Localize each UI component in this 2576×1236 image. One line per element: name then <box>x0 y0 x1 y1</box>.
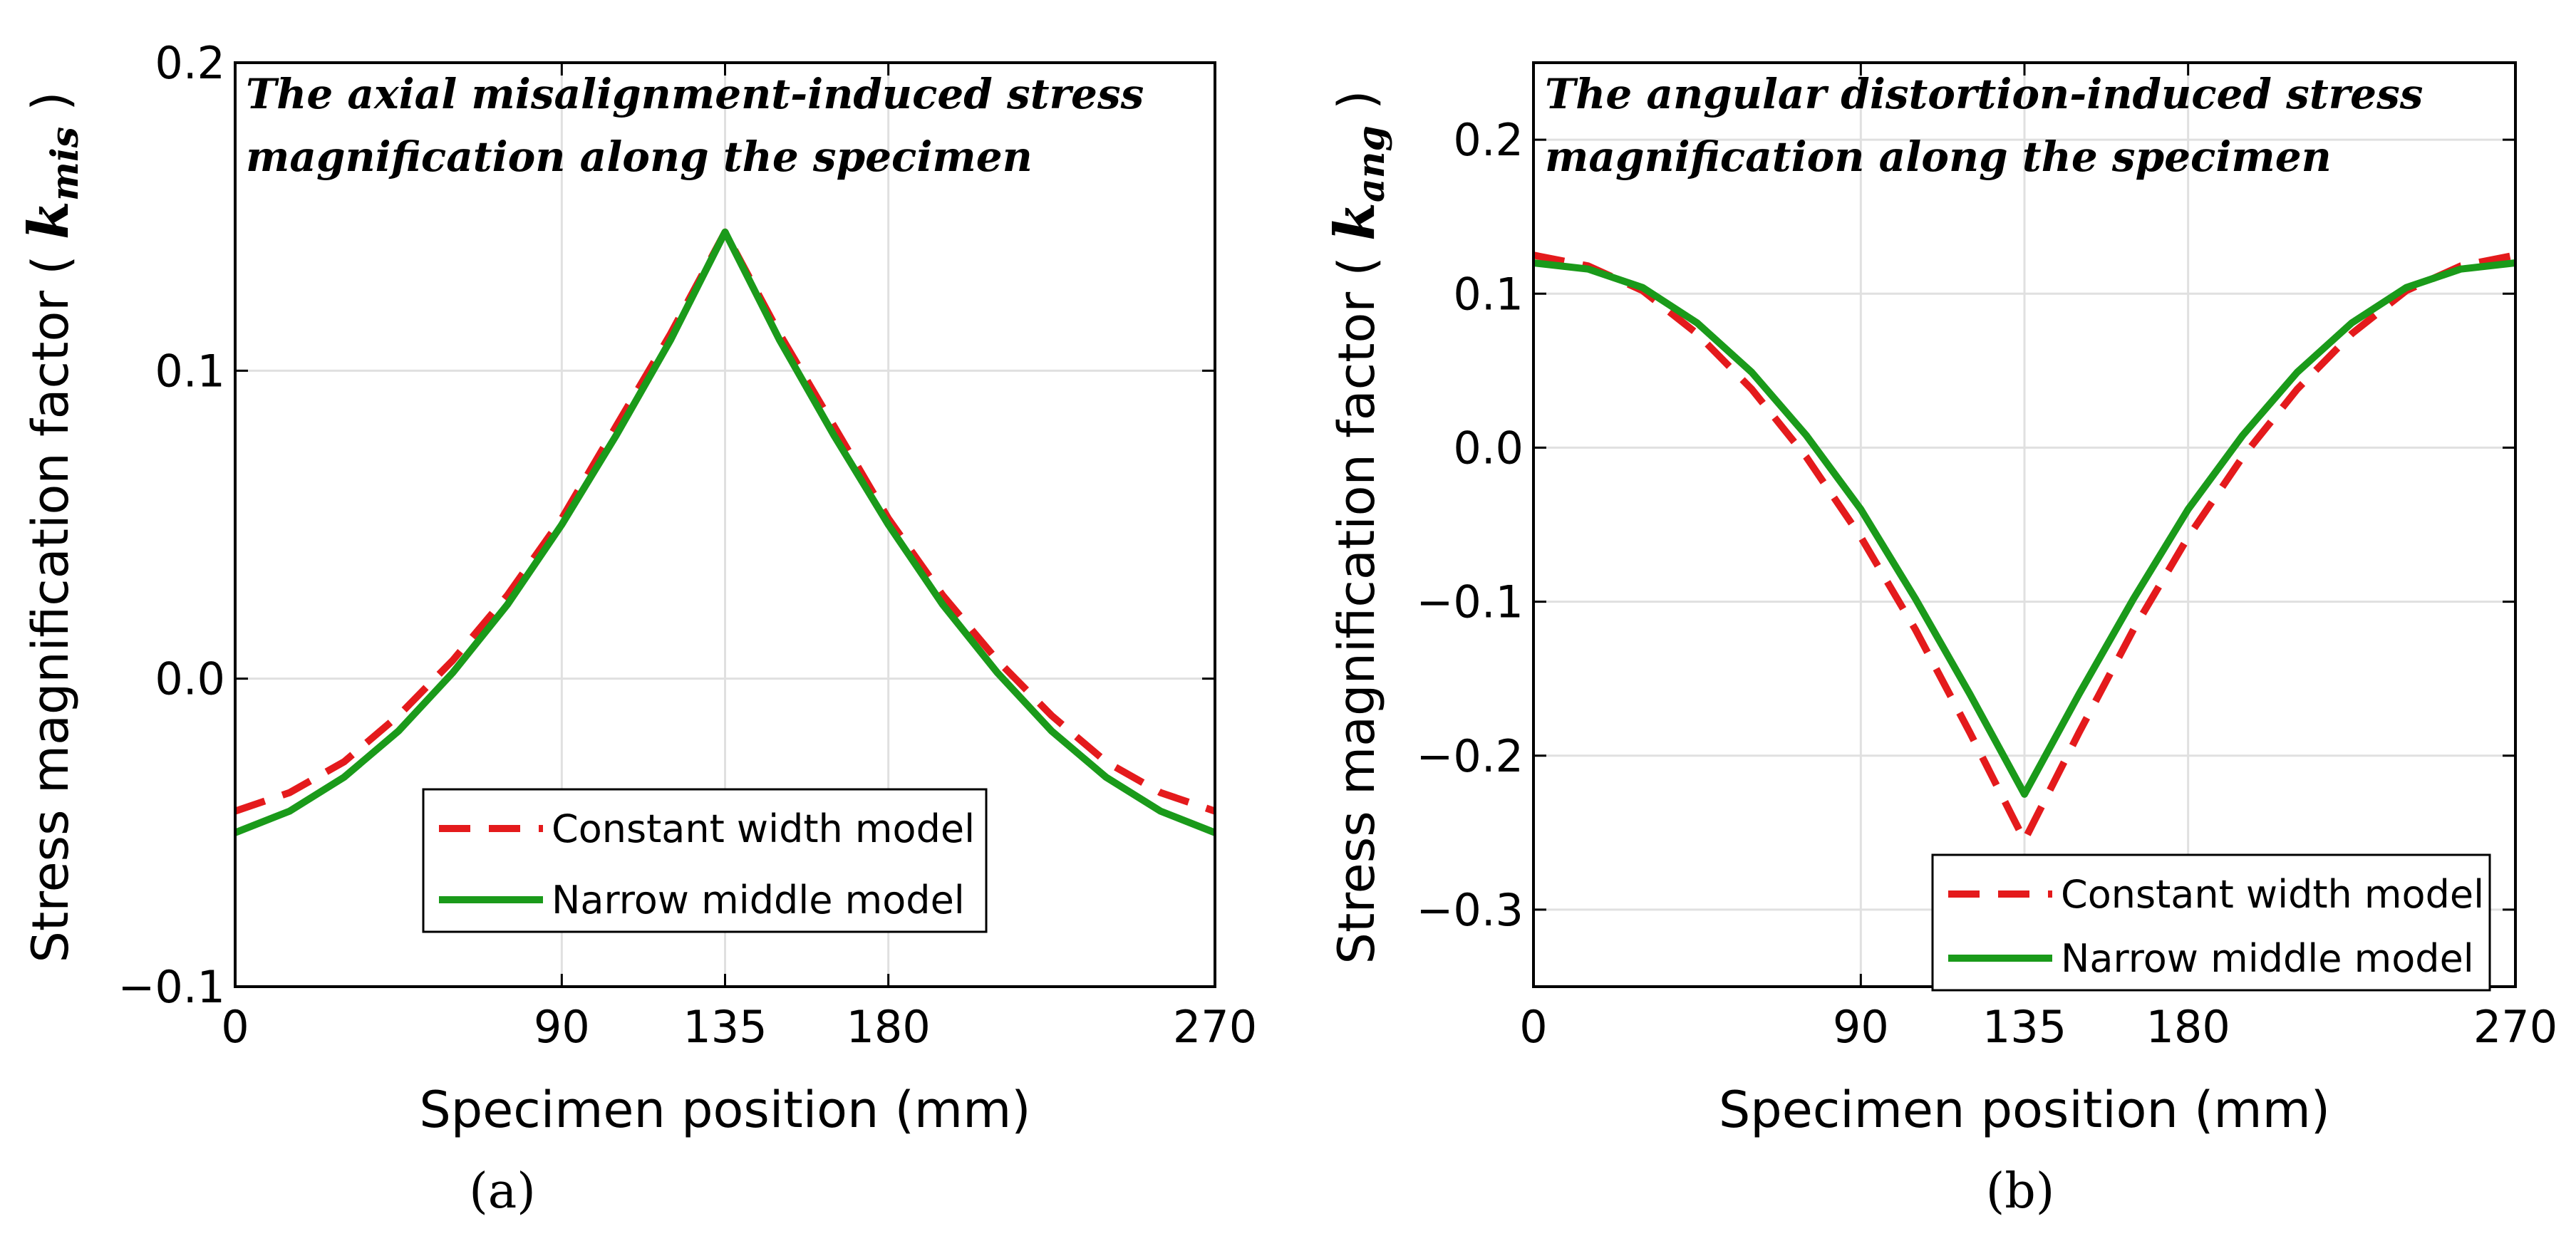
y-tick-label: −0.3 <box>1416 884 1524 936</box>
y-axis-label: Stress magnification factor ( kang ) <box>1323 90 1393 965</box>
y-axis-label: Stress magnification factor ( kmis ) <box>16 91 87 962</box>
x-tick-label: 180 <box>2146 1001 2230 1053</box>
legend-label: Constant width model <box>552 806 975 851</box>
chart-panel-b: 0 90 135 180 270 −0.3 −0.2 −0.1 0.0 0.1 0.2 The ang… <box>1323 61 2557 1220</box>
x-axis-label: Specimen position (mm) <box>419 1081 1030 1139</box>
x-tick-label: 270 <box>1173 1001 1257 1053</box>
x-tick-label: 135 <box>1982 1001 2067 1053</box>
chart-annotation-line: magnification along the specimen <box>246 133 1033 181</box>
x-tick-label: 180 <box>846 1001 930 1053</box>
y-tick-label: 0.0 <box>1453 422 1524 474</box>
chart-annotation-line: The angular distortion-induced stress <box>1545 70 2423 118</box>
x-tick-label: 270 <box>2473 1001 2557 1053</box>
x-tick-label: 0 <box>1519 1001 1547 1053</box>
legend-box <box>1931 853 2491 992</box>
x-tick-label: 135 <box>683 1001 767 1053</box>
legend: Constant width model Narrow middle model <box>1931 853 2491 992</box>
x-tick-label: 90 <box>1833 1001 1889 1053</box>
legend: Constant width model Narrow middle model <box>422 788 988 933</box>
series-line-constant-width <box>1533 251 2516 844</box>
series-line-narrow-middle <box>1533 259 2516 798</box>
y-tick-label: 0.2 <box>1453 114 1524 166</box>
legend-box <box>422 788 988 933</box>
x-tick-label: 0 <box>221 1001 249 1053</box>
y-tick-label: 0.0 <box>155 653 225 705</box>
legend-label: Narrow middle model <box>552 878 965 923</box>
chart-annotation-line: magnification along the specimen <box>1545 133 2332 181</box>
y-tick-label: 0.1 <box>155 345 225 397</box>
y-tick-label: −0.1 <box>1416 576 1524 628</box>
y-tick-label: −0.1 <box>118 961 225 1013</box>
y-axis-subscript: ang <box>1350 125 1393 202</box>
y-axis-label-text: Stress magnification factor ( <box>21 239 80 962</box>
y-tick-label: 0.1 <box>1453 268 1524 320</box>
y-axis-label-text: Stress magnification factor ( <box>1328 241 1386 964</box>
y-axis-label-close: ) <box>21 91 80 127</box>
series-line-narrow-middle <box>234 228 1216 836</box>
legend-label: Narrow middle model <box>2061 936 2474 981</box>
panel-label: (b) <box>1986 1163 2055 1220</box>
x-tick-label: 90 <box>534 1001 590 1053</box>
x-axis-label: Specimen position (mm) <box>1719 1081 2330 1139</box>
y-axis-symbol: k <box>1323 202 1387 241</box>
y-tick-label: 0.2 <box>155 37 225 89</box>
chart-annotation-line: The axial misalignment-induced stress <box>246 70 1144 118</box>
y-axis-label-close: ) <box>1328 90 1386 126</box>
legend-label: Constant width model <box>2061 872 2484 917</box>
y-axis-symbol: k <box>16 201 81 239</box>
y-axis-subscript: mis <box>43 127 87 201</box>
panel-label: (a) <box>469 1163 536 1220</box>
y-tick-label: −0.2 <box>1416 730 1524 782</box>
chart-panel-a: 0 90 135 180 270 −0.1 0.0 0.1 0.2 The axial misal… <box>16 37 1257 1220</box>
